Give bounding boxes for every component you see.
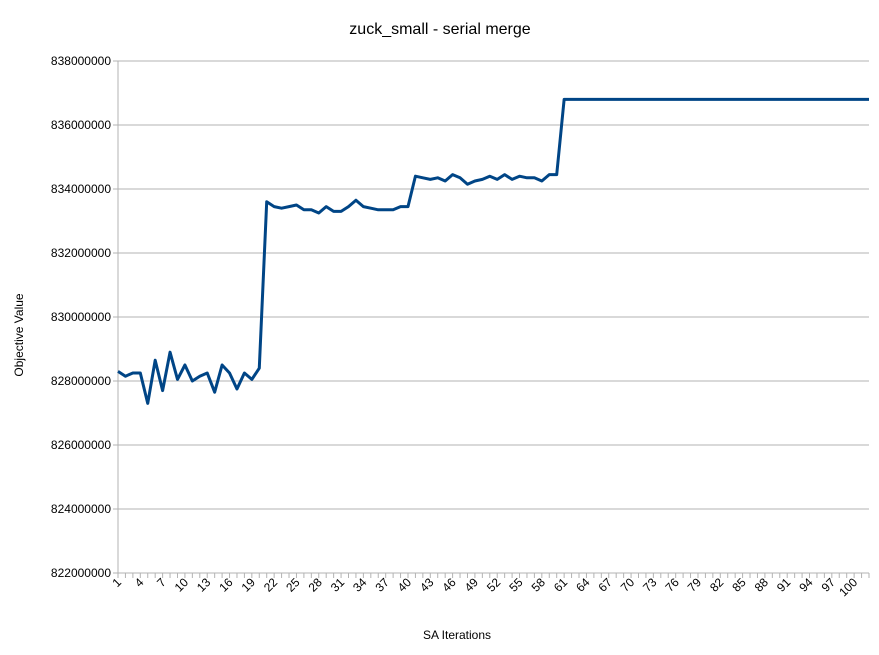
x-tick-label: 70 bbox=[618, 575, 638, 595]
x-tick-label: 34 bbox=[350, 575, 370, 595]
x-tick-label: 55 bbox=[506, 575, 526, 595]
x-tick-label: 4 bbox=[132, 575, 147, 590]
y-tick-label: 826000000 bbox=[51, 438, 111, 452]
x-tick-label: 52 bbox=[484, 575, 504, 595]
x-tick-label: 10 bbox=[172, 575, 192, 595]
x-tick-label: 61 bbox=[551, 575, 571, 595]
x-tick-label: 1 bbox=[109, 575, 124, 590]
x-axis-ticks: 1 4 7 10 13 16 19 22 25 28 31 34 37 40 43 46 49 52 55 58 61 6… bbox=[109, 573, 870, 599]
y-tick-label: 828000000 bbox=[51, 374, 111, 388]
x-tick-label: 94 bbox=[796, 575, 816, 595]
x-tick-label: 64 bbox=[573, 575, 593, 595]
x-tick-label: 79 bbox=[685, 575, 705, 595]
y-tick-label: 834000000 bbox=[51, 182, 111, 196]
x-tick-label: 76 bbox=[662, 575, 682, 595]
x-tick-label: 67 bbox=[596, 575, 616, 595]
y-tick-label: 838000000 bbox=[51, 54, 111, 68]
series bbox=[117, 97, 869, 405]
x-tick-label: 7 bbox=[154, 575, 169, 590]
y-tick-label: 836000000 bbox=[51, 118, 111, 132]
x-tick-label: 49 bbox=[462, 575, 482, 595]
x-tick-label: 58 bbox=[529, 575, 549, 595]
y-tick-label: 830000000 bbox=[51, 310, 111, 324]
series-line bbox=[117, 97, 869, 405]
x-tick-label: 22 bbox=[261, 575, 281, 595]
x-tick-label: 13 bbox=[194, 575, 214, 595]
grid-lines bbox=[118, 60, 869, 574]
y-tick-label: 824000000 bbox=[51, 502, 111, 516]
x-axis-title: SA Iterations bbox=[423, 628, 491, 642]
y-axis-ticks: 822000000 824000000 826000000 828000000 8300… bbox=[51, 54, 118, 580]
x-tick-label: 97 bbox=[819, 575, 839, 595]
x-tick-label: 25 bbox=[283, 575, 303, 595]
x-tick-label: 31 bbox=[328, 575, 348, 595]
y-axis-title: Objective Value bbox=[12, 293, 26, 376]
x-tick-label: 73 bbox=[640, 575, 660, 595]
x-tick-label: 16 bbox=[216, 575, 236, 595]
x-tick-label: 40 bbox=[395, 575, 415, 595]
x-tick-label: 88 bbox=[752, 575, 772, 595]
chart-title: zuck_small - serial merge bbox=[349, 21, 530, 38]
x-tick-label: 37 bbox=[372, 575, 392, 595]
y-tick-label: 832000000 bbox=[51, 246, 111, 260]
x-tick-label: 28 bbox=[306, 575, 326, 595]
x-tick-label: 19 bbox=[239, 575, 259, 595]
x-tick-label: 85 bbox=[729, 575, 749, 595]
x-tick-label: 100 bbox=[836, 575, 860, 599]
x-tick-label: 43 bbox=[417, 575, 437, 595]
y-tick-label: 822000000 bbox=[51, 566, 111, 580]
x-tick-label: 82 bbox=[707, 575, 727, 595]
x-tick-label: 46 bbox=[439, 575, 459, 595]
x-tick-label: 91 bbox=[774, 575, 794, 595]
